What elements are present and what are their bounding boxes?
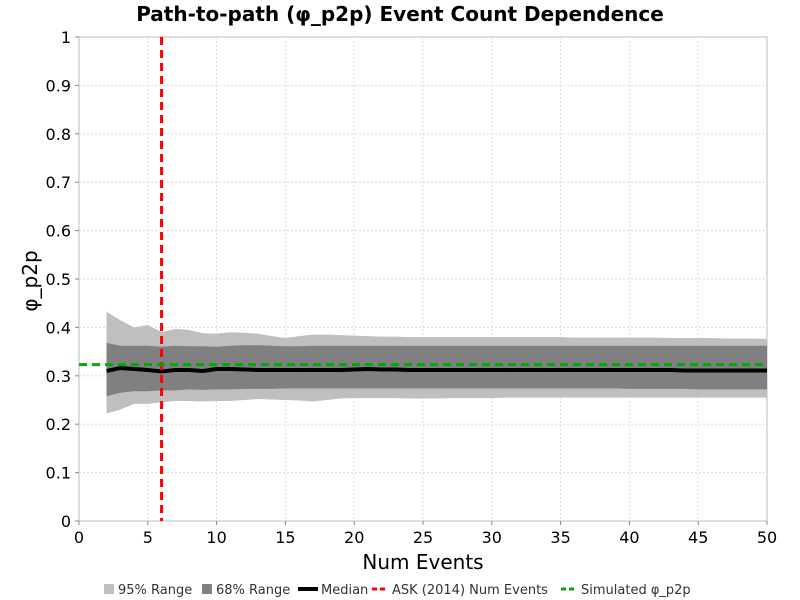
x-tick-label: 0 [74,528,84,547]
y-tick-label: 0.9 [46,76,71,95]
legend: 95% Range 68% Range Median ASK (2014) Num E… [104,583,691,598]
series-lines [79,37,767,521]
y-tick-label: 0.1 [46,464,71,483]
legend-label: 95% Range [118,583,192,598]
legend-swatch [104,584,114,594]
y-tick-label: 0.2 [46,415,71,434]
axes: 0 5 10 15 20 25 30 35 40 45 50 0 0.1 0.2 0.3 0.4 0.5 0.6 0… [46,28,778,547]
x-axis-label: Num Events [362,550,483,574]
x-tick-label: 15 [275,528,295,547]
y-tick-label: 0.6 [46,222,71,241]
x-tick-label: 30 [482,528,502,547]
x-tick-label: 45 [688,528,708,547]
legend-label: 68% Range [216,583,290,598]
median-line [106,366,767,374]
legend-label: Median [321,583,368,598]
x-tick-label: 40 [619,528,639,547]
y-tick-label: 0.3 [46,367,71,386]
legend-swatch [202,584,212,594]
x-tick-label: 35 [550,528,570,547]
y-axis-label: φ_p2p [18,250,42,311]
y-tick-label: 1 [61,28,71,47]
x-tick-label: 50 [757,528,777,547]
chart-title: Path-to-path (φ_p2p) Event Count Depende… [136,2,664,26]
y-tick-label: 0.4 [46,318,71,337]
x-tick-label: 10 [206,528,226,547]
y-tick-label: 0.8 [46,125,71,144]
y-tick-label: 0.5 [46,270,71,289]
x-tick-label: 5 [143,528,153,547]
x-tick-label: 25 [413,528,433,547]
legend-label: ASK (2014) Num Events [392,583,548,598]
legend-label: Simulated φ_p2p [581,583,691,598]
y-tick-label: 0.7 [46,173,71,192]
x-tick-label: 20 [344,528,364,547]
grid [79,37,767,521]
y-tick-label: 0 [61,512,71,531]
